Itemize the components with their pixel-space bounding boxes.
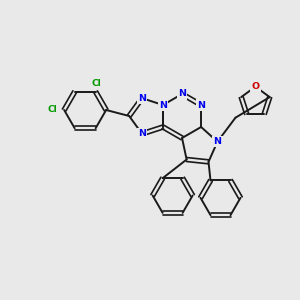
Text: N: N bbox=[197, 100, 205, 109]
Text: N: N bbox=[159, 100, 167, 109]
Text: N: N bbox=[214, 137, 221, 146]
Text: N: N bbox=[138, 94, 146, 103]
Text: Cl: Cl bbox=[47, 106, 57, 115]
Text: N: N bbox=[178, 89, 186, 98]
Text: O: O bbox=[251, 82, 260, 91]
Text: Cl: Cl bbox=[92, 79, 101, 88]
Text: N: N bbox=[138, 129, 146, 138]
